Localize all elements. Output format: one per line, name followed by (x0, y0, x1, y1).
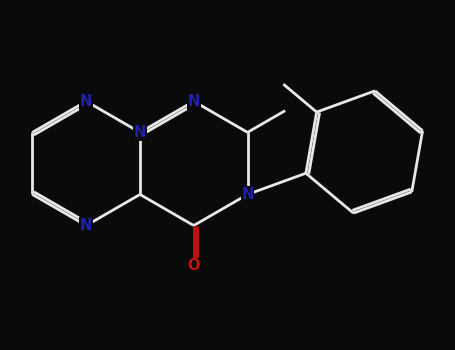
Text: N: N (80, 94, 92, 109)
Text: N: N (241, 187, 254, 202)
Text: N: N (134, 125, 146, 140)
Text: O: O (187, 258, 200, 273)
Text: N: N (187, 94, 200, 109)
Text: N: N (80, 218, 92, 233)
